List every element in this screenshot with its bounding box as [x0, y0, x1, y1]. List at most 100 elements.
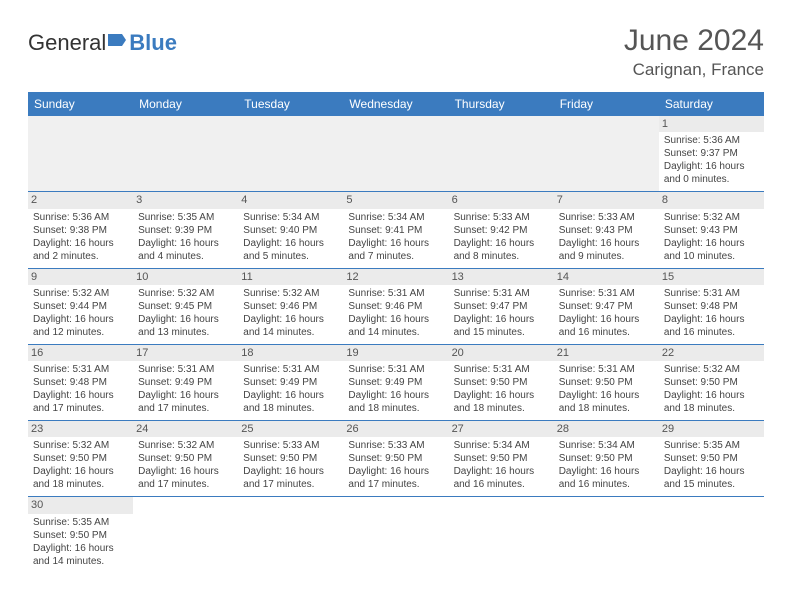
sunrise-text: Sunrise: 5:32 AM	[33, 287, 128, 300]
calendar-cell: 6Sunrise: 5:33 AMSunset: 9:42 PMDaylight…	[449, 192, 554, 268]
sunrise-text: Sunrise: 5:32 AM	[243, 287, 338, 300]
daylight-text: Daylight: 16 hours and 17 minutes.	[138, 465, 233, 491]
daylight-text: Daylight: 16 hours and 16 minutes.	[664, 313, 759, 339]
day-number: 30	[28, 497, 133, 513]
sunset-text: Sunset: 9:50 PM	[454, 376, 549, 389]
sunrise-text: Sunrise: 5:33 AM	[348, 439, 443, 452]
calendar-cell: 23Sunrise: 5:32 AMSunset: 9:50 PMDayligh…	[28, 421, 133, 497]
sunset-text: Sunset: 9:46 PM	[348, 300, 443, 313]
day-number: 13	[449, 269, 554, 285]
daylight-text: Daylight: 16 hours and 17 minutes.	[243, 465, 338, 491]
calendar-cell: 24Sunrise: 5:32 AMSunset: 9:50 PMDayligh…	[133, 421, 238, 497]
daylight-text: Daylight: 16 hours and 18 minutes.	[348, 389, 443, 415]
daylight-text: Daylight: 16 hours and 7 minutes.	[348, 237, 443, 263]
day-number: 9	[28, 269, 133, 285]
calendar-cell: 11Sunrise: 5:32 AMSunset: 9:46 PMDayligh…	[238, 268, 343, 344]
day-number: 4	[238, 192, 343, 208]
day-header: Wednesday	[343, 92, 448, 116]
sunset-text: Sunset: 9:50 PM	[454, 452, 549, 465]
sunrise-text: Sunrise: 5:33 AM	[454, 211, 549, 224]
sunrise-text: Sunrise: 5:32 AM	[664, 363, 759, 376]
daylight-text: Daylight: 16 hours and 17 minutes.	[33, 389, 128, 415]
calendar-cell	[133, 116, 238, 192]
sunset-text: Sunset: 9:45 PM	[138, 300, 233, 313]
title-block: June 2024 Carignan, France	[624, 24, 764, 80]
calendar-cell: 29Sunrise: 5:35 AMSunset: 9:50 PMDayligh…	[659, 421, 764, 497]
calendar-cell: 7Sunrise: 5:33 AMSunset: 9:43 PMDaylight…	[554, 192, 659, 268]
day-number: 11	[238, 269, 343, 285]
calendar-cell: 22Sunrise: 5:32 AMSunset: 9:50 PMDayligh…	[659, 344, 764, 420]
sunset-text: Sunset: 9:40 PM	[243, 224, 338, 237]
sunrise-text: Sunrise: 5:36 AM	[664, 134, 759, 147]
day-number: 25	[238, 421, 343, 437]
sunrise-text: Sunrise: 5:34 AM	[243, 211, 338, 224]
sunrise-text: Sunrise: 5:33 AM	[243, 439, 338, 452]
sunset-text: Sunset: 9:50 PM	[664, 452, 759, 465]
location-label: Carignan, France	[624, 60, 764, 80]
sunset-text: Sunset: 9:39 PM	[138, 224, 233, 237]
calendar-row: 9Sunrise: 5:32 AMSunset: 9:44 PMDaylight…	[28, 268, 764, 344]
daylight-text: Daylight: 16 hours and 15 minutes.	[454, 313, 549, 339]
day-number: 16	[28, 345, 133, 361]
calendar-head: Sunday Monday Tuesday Wednesday Thursday…	[28, 92, 764, 116]
day-number: 27	[449, 421, 554, 437]
sunset-text: Sunset: 9:41 PM	[348, 224, 443, 237]
sunrise-text: Sunrise: 5:32 AM	[33, 439, 128, 452]
sunrise-text: Sunrise: 5:34 AM	[454, 439, 549, 452]
daylight-text: Daylight: 16 hours and 17 minutes.	[138, 389, 233, 415]
sunset-text: Sunset: 9:50 PM	[33, 529, 128, 542]
daylight-text: Daylight: 16 hours and 18 minutes.	[664, 389, 759, 415]
daylight-text: Daylight: 16 hours and 16 minutes.	[559, 465, 654, 491]
calendar-cell	[343, 116, 448, 192]
sunrise-text: Sunrise: 5:31 AM	[348, 363, 443, 376]
daylight-text: Daylight: 16 hours and 17 minutes.	[348, 465, 443, 491]
logo-text-blue: Blue	[129, 30, 177, 56]
calendar-row: 23Sunrise: 5:32 AMSunset: 9:50 PMDayligh…	[28, 421, 764, 497]
sunrise-text: Sunrise: 5:31 AM	[559, 287, 654, 300]
sunrise-text: Sunrise: 5:31 AM	[33, 363, 128, 376]
logo-text-general: General	[28, 30, 106, 56]
day-header-row: Sunday Monday Tuesday Wednesday Thursday…	[28, 92, 764, 116]
calendar-cell	[133, 497, 238, 573]
day-number: 8	[659, 192, 764, 208]
calendar-cell: 1Sunrise: 5:36 AMSunset: 9:37 PMDaylight…	[659, 116, 764, 192]
day-number: 24	[133, 421, 238, 437]
sunrise-text: Sunrise: 5:31 AM	[348, 287, 443, 300]
day-number: 17	[133, 345, 238, 361]
calendar-cell	[449, 116, 554, 192]
daylight-text: Daylight: 16 hours and 15 minutes.	[664, 465, 759, 491]
calendar-cell	[659, 497, 764, 573]
calendar-cell: 15Sunrise: 5:31 AMSunset: 9:48 PMDayligh…	[659, 268, 764, 344]
daylight-text: Daylight: 16 hours and 8 minutes.	[454, 237, 549, 263]
sunset-text: Sunset: 9:48 PM	[664, 300, 759, 313]
daylight-text: Daylight: 16 hours and 18 minutes.	[243, 389, 338, 415]
sunrise-text: Sunrise: 5:36 AM	[33, 211, 128, 224]
daylight-text: Daylight: 16 hours and 16 minutes.	[559, 313, 654, 339]
calendar-cell: 18Sunrise: 5:31 AMSunset: 9:49 PMDayligh…	[238, 344, 343, 420]
calendar-cell	[554, 497, 659, 573]
daylight-text: Daylight: 16 hours and 2 minutes.	[33, 237, 128, 263]
sunset-text: Sunset: 9:50 PM	[559, 376, 654, 389]
day-number: 10	[133, 269, 238, 285]
calendar-cell	[238, 116, 343, 192]
sunrise-text: Sunrise: 5:34 AM	[348, 211, 443, 224]
day-header: Tuesday	[238, 92, 343, 116]
day-header: Monday	[133, 92, 238, 116]
day-number: 22	[659, 345, 764, 361]
day-number: 7	[554, 192, 659, 208]
day-number: 5	[343, 192, 448, 208]
sunrise-text: Sunrise: 5:31 AM	[243, 363, 338, 376]
sunrise-text: Sunrise: 5:31 AM	[454, 363, 549, 376]
day-number: 26	[343, 421, 448, 437]
daylight-text: Daylight: 16 hours and 18 minutes.	[454, 389, 549, 415]
day-number: 2	[28, 192, 133, 208]
daylight-text: Daylight: 16 hours and 13 minutes.	[138, 313, 233, 339]
sunrise-text: Sunrise: 5:32 AM	[138, 287, 233, 300]
sunset-text: Sunset: 9:42 PM	[454, 224, 549, 237]
calendar-cell: 14Sunrise: 5:31 AMSunset: 9:47 PMDayligh…	[554, 268, 659, 344]
calendar-cell: 21Sunrise: 5:31 AMSunset: 9:50 PMDayligh…	[554, 344, 659, 420]
calendar-cell: 30Sunrise: 5:35 AMSunset: 9:50 PMDayligh…	[28, 497, 133, 573]
day-number: 14	[554, 269, 659, 285]
day-header: Saturday	[659, 92, 764, 116]
sunset-text: Sunset: 9:50 PM	[243, 452, 338, 465]
